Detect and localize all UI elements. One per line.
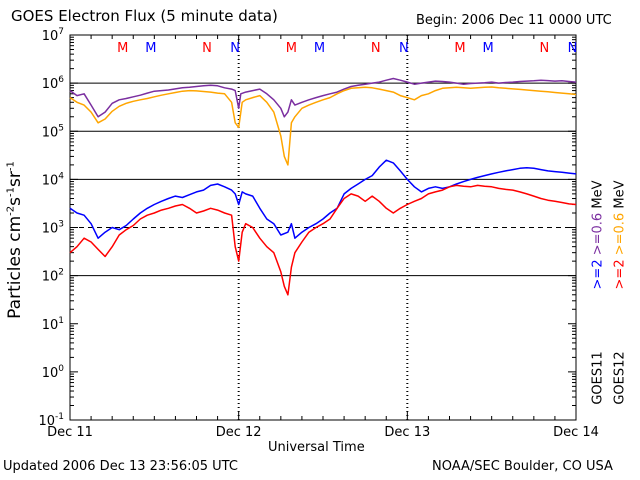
marker-m: M (454, 41, 465, 56)
y-tick-label: 104 (42, 171, 65, 188)
marker-m: M (483, 41, 494, 56)
y-tick-label: 102 (42, 268, 64, 285)
x-tick-label: Dec 11 (47, 425, 93, 440)
y-tick-label: 100 (42, 364, 65, 381)
marker-n: N (202, 41, 212, 56)
legend-goes12-label: GOES12 (612, 351, 628, 405)
series-line-1 (69, 86, 577, 166)
marker-m: M (286, 41, 297, 56)
legend-goes11-2mev-text: >=2 (590, 259, 606, 290)
x-tick-label: Dec 14 (553, 425, 599, 440)
legend-goes11-06mev-text: >=0.6 (590, 212, 606, 256)
marker-n: N (230, 41, 240, 56)
legend-goes12-unit: MeV (612, 180, 628, 209)
legend-goes11-unit: MeV (590, 180, 606, 209)
series-line-2 (69, 159, 577, 239)
y-tick-label: 107 (42, 27, 64, 44)
updated-timestamp: Updated 2006 Dec 13 23:56:05 UTC (3, 459, 238, 474)
legend-goes11-2mev: >=2 >=0.6 MeV (591, 181, 606, 290)
begin-timestamp: Begin: 2006 Dec 11 0000 UTC (416, 13, 612, 28)
legend-goes11-label: GOES11 (590, 351, 606, 405)
y-tick-label: 103 (42, 220, 64, 237)
chart-title: GOES Electron Flux (5 minute data) (11, 7, 278, 25)
marker-n: N (399, 41, 409, 56)
marker-m: M (145, 41, 156, 56)
series-line-3 (69, 184, 577, 296)
marker-m: M (314, 41, 325, 56)
y-tick-label: 106 (42, 75, 65, 92)
marker-n: N (371, 41, 381, 56)
x-tick-label: Dec 12 (216, 425, 262, 440)
x-axis-label: Universal Time (268, 440, 365, 455)
series-line-0 (69, 77, 577, 118)
marker-n: N (540, 41, 550, 56)
legend-goes12-06mev-text: >=0.6 (612, 212, 628, 256)
y-tick-label: 101 (42, 316, 64, 333)
y-tick-label: 10-1 (38, 412, 64, 429)
legend-goes12-2mev-text: >=2 (612, 259, 628, 290)
y-tick-label: 105 (42, 123, 64, 140)
x-tick-label: Dec 13 (384, 425, 430, 440)
marker-n: N (568, 41, 578, 56)
legend-goes12-2mev: >=2 >=0.6 MeV (613, 181, 628, 290)
credit-text: NOAA/SEC Boulder, CO USA (432, 459, 613, 474)
marker-m: M (117, 41, 128, 56)
